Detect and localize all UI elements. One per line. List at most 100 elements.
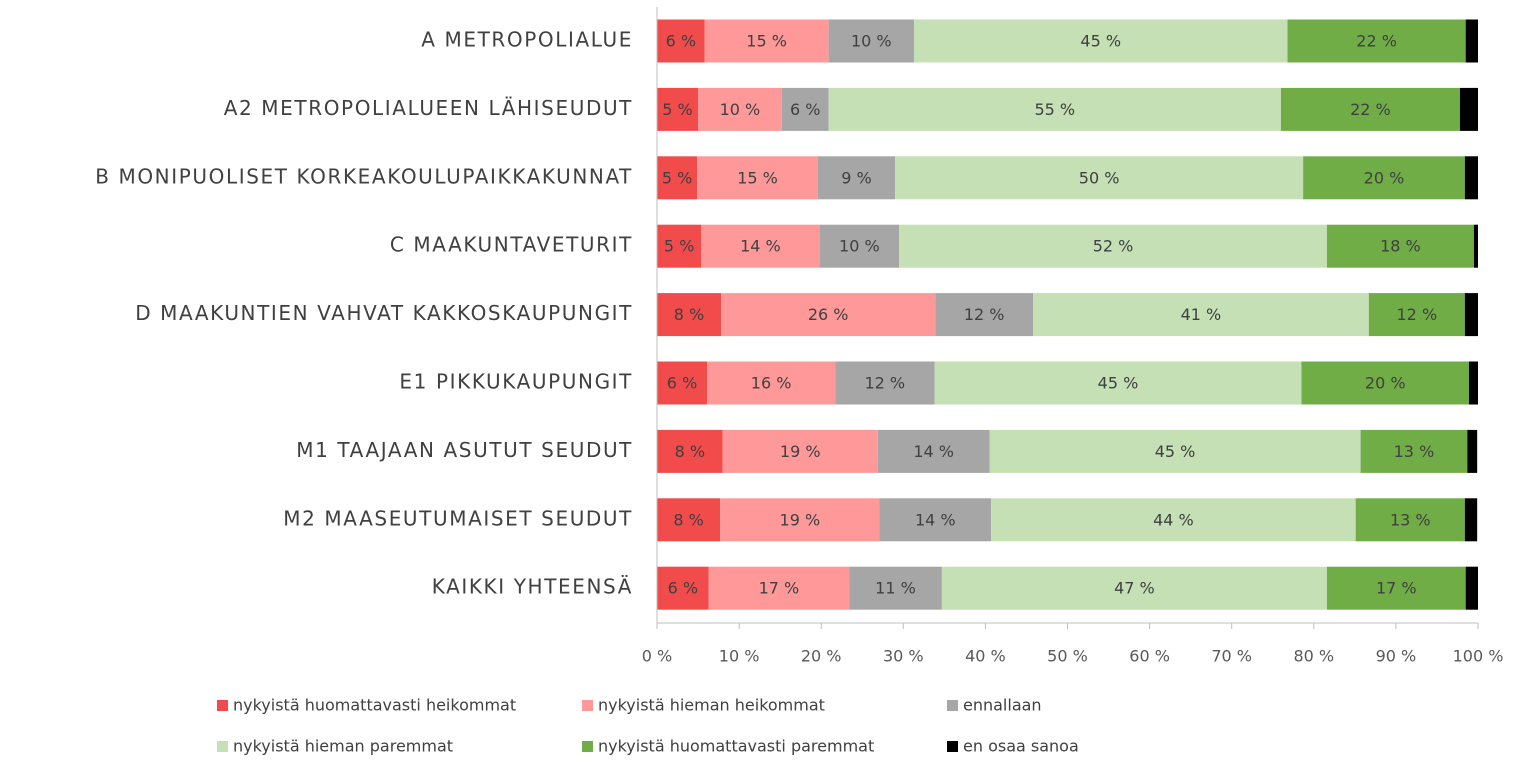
value-label: 15 %: [746, 32, 787, 51]
bar-segment: [817, 156, 896, 200]
bar-segment: [1287, 19, 1466, 63]
bar-segment: [657, 19, 705, 63]
bar-segment: [698, 87, 782, 131]
legend-label: nykyistä hieman heikommat: [598, 696, 825, 715]
bar-segment: [895, 156, 1304, 200]
bar-segment: [835, 361, 935, 405]
bar-segment: [657, 293, 722, 337]
bar-segment: [1326, 224, 1474, 268]
bar-segment: [1303, 156, 1465, 200]
bar-segment: [1464, 156, 1478, 200]
value-label: 10 %: [839, 237, 880, 256]
value-label: 18 %: [1380, 237, 1421, 256]
value-label: 8 %: [675, 442, 705, 461]
bar-segment: [781, 87, 829, 131]
bar-segment: [913, 19, 1288, 63]
bar-segment: [701, 224, 820, 268]
bar-segment: [1465, 19, 1478, 63]
value-label: 22 %: [1350, 100, 1391, 119]
bar-segment: [1301, 361, 1469, 405]
legend-label: nykyistä huomattavasti heikommat: [233, 696, 516, 715]
bar-segment: [720, 498, 880, 542]
bar-segment: [1465, 566, 1478, 610]
value-label: 6 %: [667, 374, 697, 393]
value-label: 10 %: [720, 100, 761, 119]
value-label: 12 %: [864, 374, 905, 393]
x-tick-label: 60 %: [1129, 647, 1170, 666]
value-label: 19 %: [780, 442, 821, 461]
value-label: 45 %: [1080, 32, 1121, 51]
bar-segment: [1033, 293, 1369, 337]
bar-segment: [1464, 293, 1478, 337]
x-tick-label: 70 %: [1211, 647, 1252, 666]
value-label: 55 %: [1034, 100, 1075, 119]
bar-segment: [1464, 498, 1478, 542]
value-label: 5 %: [662, 168, 692, 187]
value-label: 6 %: [666, 32, 696, 51]
bar-segment: [828, 87, 1281, 131]
legend-swatch: [947, 741, 958, 752]
bar-segment: [657, 224, 702, 268]
value-label: 13 %: [1394, 442, 1435, 461]
value-label: 5 %: [664, 237, 694, 256]
value-label: 22 %: [1356, 32, 1397, 51]
x-tick-label: 50 %: [1047, 647, 1088, 666]
value-label: 5 %: [662, 100, 692, 119]
bar-segment: [877, 429, 990, 473]
bar-segment: [697, 156, 818, 200]
bar-segment: [657, 156, 698, 200]
x-tick-label: 0 %: [642, 647, 672, 666]
value-label: 17 %: [1376, 579, 1417, 598]
value-label: 14 %: [915, 510, 956, 529]
bar-segment: [1468, 361, 1478, 405]
category-label: E1 PIKKUKAUPUNGIT: [399, 370, 633, 394]
bar-segment: [935, 293, 1034, 337]
bar-segment: [1355, 498, 1465, 542]
value-label: 12 %: [1397, 305, 1438, 324]
category-label: M1 TAAJAAN ASUTUT SEUDUT: [296, 438, 633, 462]
value-label: 19 %: [780, 510, 821, 529]
category-label: C MAAKUNTAVETURIT: [390, 233, 633, 257]
bar-segment: [657, 429, 723, 473]
value-label: 47 %: [1114, 579, 1155, 598]
category-label: B MONIPUOLISET KORKEAKOULUPAIKKAKUNNAT: [95, 164, 633, 188]
category-label: KAIKKI YHTEENSÄ: [432, 575, 633, 599]
value-label: 8 %: [674, 305, 704, 324]
bar-segment: [657, 566, 709, 610]
x-tick-label: 10 %: [719, 647, 760, 666]
value-label: 44 %: [1153, 510, 1194, 529]
bar-segment: [721, 293, 936, 337]
value-label: 6 %: [790, 100, 820, 119]
bar-segment: [879, 498, 992, 542]
value-label: 9 %: [841, 168, 871, 187]
bar-segment: [1360, 429, 1468, 473]
bar-segment: [704, 19, 829, 63]
bar-segment: [849, 566, 942, 610]
x-tick-label: 80 %: [1293, 647, 1334, 666]
bar-segment: [934, 361, 1302, 405]
bar-segment: [1368, 293, 1465, 337]
bar-segment: [722, 429, 878, 473]
bar-segment: [657, 498, 721, 542]
value-label: 20 %: [1365, 374, 1406, 393]
value-label: 10 %: [851, 32, 892, 51]
value-label: 11 %: [875, 579, 916, 598]
legend-swatch: [217, 741, 228, 752]
value-label: 15 %: [737, 168, 778, 187]
value-label: 17 %: [759, 579, 800, 598]
bar-segment: [991, 498, 1356, 542]
bar-segment: [828, 19, 914, 63]
bar-segment: [708, 566, 850, 610]
category-label: D MAAKUNTIEN VAHVAT KAKKOSKAUPUNGIT: [135, 301, 633, 325]
legend-label: nykyistä huomattavasti paremmat: [598, 737, 874, 756]
x-tick-label: 100 %: [1453, 647, 1504, 666]
x-tick-label: 20 %: [801, 647, 842, 666]
value-label: 12 %: [964, 305, 1005, 324]
bar-segment: [657, 87, 699, 131]
value-label: 45 %: [1098, 374, 1139, 393]
value-label: 13 %: [1390, 510, 1431, 529]
value-label: 8 %: [673, 510, 703, 529]
legend-swatch: [582, 741, 593, 752]
bar-segment: [819, 224, 900, 268]
